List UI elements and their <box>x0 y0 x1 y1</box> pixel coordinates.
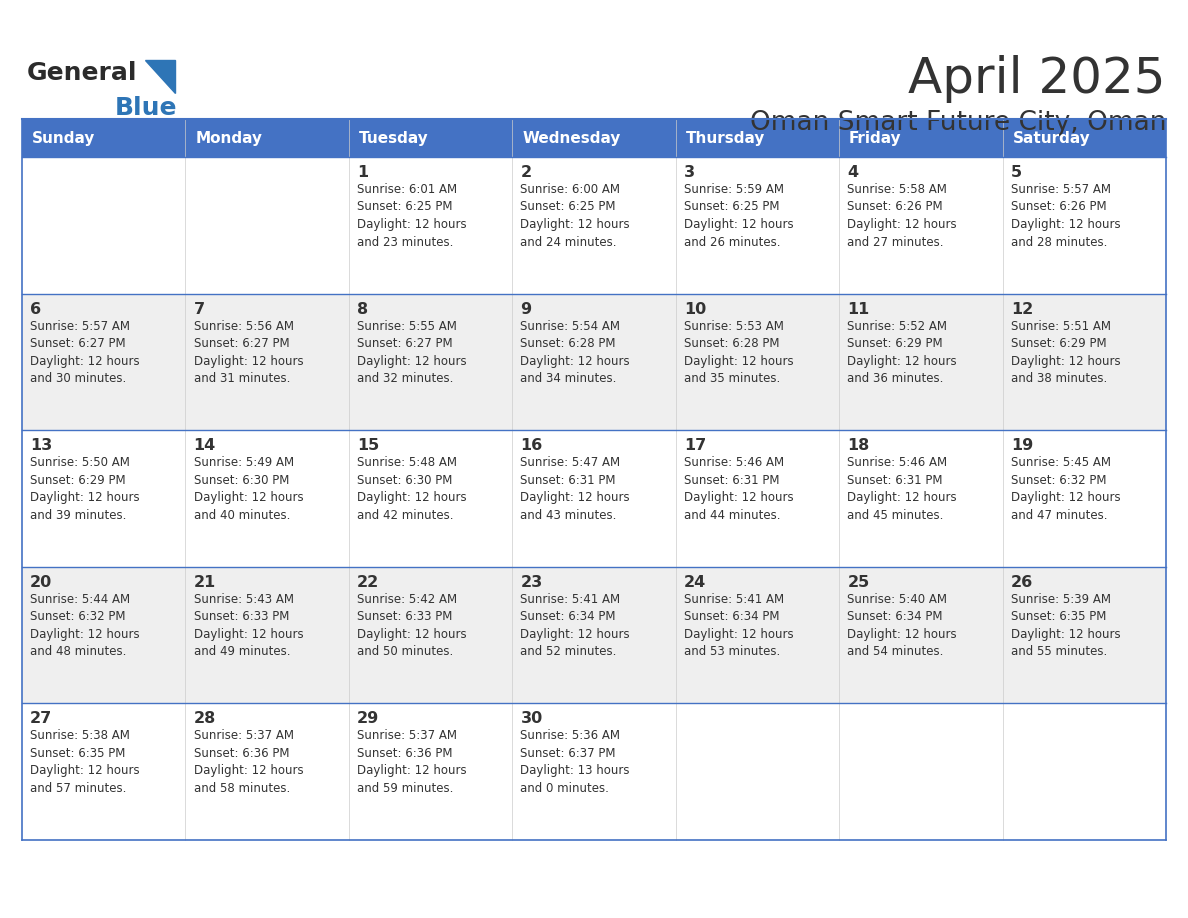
Text: Sunrise: 5:47 AM
Sunset: 6:31 PM
Daylight: 12 hours
and 43 minutes.: Sunrise: 5:47 AM Sunset: 6:31 PM Dayligh… <box>520 456 630 521</box>
Bar <box>23 431 1165 566</box>
Text: Sunrise: 5:56 AM
Sunset: 6:27 PM
Daylight: 12 hours
and 31 minutes.: Sunrise: 5:56 AM Sunset: 6:27 PM Dayligh… <box>194 319 303 385</box>
Text: Sunrise: 5:50 AM
Sunset: 6:29 PM
Daylight: 12 hours
and 39 minutes.: Sunrise: 5:50 AM Sunset: 6:29 PM Dayligh… <box>30 456 140 521</box>
Text: 14: 14 <box>194 438 216 453</box>
Bar <box>1003 119 1165 157</box>
Bar <box>23 566 1165 703</box>
Text: 1: 1 <box>358 165 368 180</box>
Bar <box>185 119 349 157</box>
Bar <box>839 119 1003 157</box>
Text: 24: 24 <box>684 575 706 589</box>
Text: Sunrise: 6:01 AM
Sunset: 6:25 PM
Daylight: 12 hours
and 23 minutes.: Sunrise: 6:01 AM Sunset: 6:25 PM Dayligh… <box>358 183 467 249</box>
Text: Sunrise: 5:41 AM
Sunset: 6:34 PM
Daylight: 12 hours
and 53 minutes.: Sunrise: 5:41 AM Sunset: 6:34 PM Dayligh… <box>684 593 794 658</box>
Text: 16: 16 <box>520 438 543 453</box>
Text: General: General <box>27 61 138 85</box>
Polygon shape <box>145 60 175 93</box>
Text: Sunrise: 5:38 AM
Sunset: 6:35 PM
Daylight: 12 hours
and 57 minutes.: Sunrise: 5:38 AM Sunset: 6:35 PM Dayligh… <box>30 730 140 795</box>
Text: Sunrise: 5:59 AM
Sunset: 6:25 PM
Daylight: 12 hours
and 26 minutes.: Sunrise: 5:59 AM Sunset: 6:25 PM Dayligh… <box>684 183 794 249</box>
Text: 23: 23 <box>520 575 543 589</box>
Bar <box>676 119 839 157</box>
Text: Sunrise: 5:54 AM
Sunset: 6:28 PM
Daylight: 12 hours
and 34 minutes.: Sunrise: 5:54 AM Sunset: 6:28 PM Dayligh… <box>520 319 630 385</box>
Text: Sunrise: 5:46 AM
Sunset: 6:31 PM
Daylight: 12 hours
and 45 minutes.: Sunrise: 5:46 AM Sunset: 6:31 PM Dayligh… <box>847 456 958 521</box>
Text: Sunrise: 5:37 AM
Sunset: 6:36 PM
Daylight: 12 hours
and 58 minutes.: Sunrise: 5:37 AM Sunset: 6:36 PM Dayligh… <box>194 730 303 795</box>
Text: 18: 18 <box>847 438 870 453</box>
Text: 10: 10 <box>684 302 706 317</box>
Text: Sunrise: 5:48 AM
Sunset: 6:30 PM
Daylight: 12 hours
and 42 minutes.: Sunrise: 5:48 AM Sunset: 6:30 PM Dayligh… <box>358 456 467 521</box>
Text: Sunrise: 5:40 AM
Sunset: 6:34 PM
Daylight: 12 hours
and 54 minutes.: Sunrise: 5:40 AM Sunset: 6:34 PM Dayligh… <box>847 593 958 658</box>
Text: Sunrise: 5:51 AM
Sunset: 6:29 PM
Daylight: 12 hours
and 38 minutes.: Sunrise: 5:51 AM Sunset: 6:29 PM Dayligh… <box>1011 319 1120 385</box>
Bar <box>23 703 1165 840</box>
Text: 13: 13 <box>30 438 52 453</box>
Text: Monday: Monday <box>195 130 263 145</box>
Text: 11: 11 <box>847 302 870 317</box>
Bar <box>23 294 1165 431</box>
Text: Sunrise: 5:39 AM
Sunset: 6:35 PM
Daylight: 12 hours
and 55 minutes.: Sunrise: 5:39 AM Sunset: 6:35 PM Dayligh… <box>1011 593 1120 658</box>
Text: 28: 28 <box>194 711 216 726</box>
Text: 2: 2 <box>520 165 531 180</box>
Bar <box>349 119 512 157</box>
Text: 26: 26 <box>1011 575 1034 589</box>
Text: 8: 8 <box>358 302 368 317</box>
Text: Sunrise: 5:42 AM
Sunset: 6:33 PM
Daylight: 12 hours
and 50 minutes.: Sunrise: 5:42 AM Sunset: 6:33 PM Dayligh… <box>358 593 467 658</box>
Text: Sunrise: 5:43 AM
Sunset: 6:33 PM
Daylight: 12 hours
and 49 minutes.: Sunrise: 5:43 AM Sunset: 6:33 PM Dayligh… <box>194 593 303 658</box>
Text: Sunrise: 5:55 AM
Sunset: 6:27 PM
Daylight: 12 hours
and 32 minutes.: Sunrise: 5:55 AM Sunset: 6:27 PM Dayligh… <box>358 319 467 385</box>
Bar <box>23 157 1165 294</box>
Text: 5: 5 <box>1011 165 1022 180</box>
Text: Saturday: Saturday <box>1012 130 1091 145</box>
Text: 7: 7 <box>194 302 204 317</box>
Text: Friday: Friday <box>849 130 902 145</box>
Text: Sunday: Sunday <box>32 130 95 145</box>
Text: 27: 27 <box>30 711 52 726</box>
Text: Wednesday: Wednesday <box>522 130 620 145</box>
Text: Sunrise: 5:46 AM
Sunset: 6:31 PM
Daylight: 12 hours
and 44 minutes.: Sunrise: 5:46 AM Sunset: 6:31 PM Dayligh… <box>684 456 794 521</box>
Text: 22: 22 <box>358 575 379 589</box>
Text: Sunrise: 5:57 AM
Sunset: 6:27 PM
Daylight: 12 hours
and 30 minutes.: Sunrise: 5:57 AM Sunset: 6:27 PM Dayligh… <box>30 319 140 385</box>
Text: 21: 21 <box>194 575 216 589</box>
Bar <box>512 119 676 157</box>
Text: 4: 4 <box>847 165 859 180</box>
Text: 20: 20 <box>30 575 52 589</box>
Text: Sunrise: 5:52 AM
Sunset: 6:29 PM
Daylight: 12 hours
and 36 minutes.: Sunrise: 5:52 AM Sunset: 6:29 PM Dayligh… <box>847 319 958 385</box>
Text: 19: 19 <box>1011 438 1034 453</box>
Text: 9: 9 <box>520 302 531 317</box>
Text: Sunrise: 6:00 AM
Sunset: 6:25 PM
Daylight: 12 hours
and 24 minutes.: Sunrise: 6:00 AM Sunset: 6:25 PM Dayligh… <box>520 183 630 249</box>
Text: Sunrise: 5:44 AM
Sunset: 6:32 PM
Daylight: 12 hours
and 48 minutes.: Sunrise: 5:44 AM Sunset: 6:32 PM Dayligh… <box>30 593 140 658</box>
Text: Sunrise: 5:53 AM
Sunset: 6:28 PM
Daylight: 12 hours
and 35 minutes.: Sunrise: 5:53 AM Sunset: 6:28 PM Dayligh… <box>684 319 794 385</box>
Text: Sunrise: 5:41 AM
Sunset: 6:34 PM
Daylight: 12 hours
and 52 minutes.: Sunrise: 5:41 AM Sunset: 6:34 PM Dayligh… <box>520 593 630 658</box>
Text: Sunrise: 5:49 AM
Sunset: 6:30 PM
Daylight: 12 hours
and 40 minutes.: Sunrise: 5:49 AM Sunset: 6:30 PM Dayligh… <box>194 456 303 521</box>
Text: 15: 15 <box>358 438 379 453</box>
Bar <box>23 119 185 157</box>
Text: Oman Smart Future City, Oman: Oman Smart Future City, Oman <box>750 110 1165 136</box>
Text: Tuesday: Tuesday <box>359 130 429 145</box>
Text: 30: 30 <box>520 711 543 726</box>
Text: 25: 25 <box>847 575 870 589</box>
Text: Thursday: Thursday <box>685 130 765 145</box>
Text: 29: 29 <box>358 711 379 726</box>
Text: April 2025: April 2025 <box>909 55 1165 103</box>
Text: Sunrise: 5:37 AM
Sunset: 6:36 PM
Daylight: 12 hours
and 59 minutes.: Sunrise: 5:37 AM Sunset: 6:36 PM Dayligh… <box>358 730 467 795</box>
Text: 12: 12 <box>1011 302 1034 317</box>
Text: Sunrise: 5:57 AM
Sunset: 6:26 PM
Daylight: 12 hours
and 28 minutes.: Sunrise: 5:57 AM Sunset: 6:26 PM Dayligh… <box>1011 183 1120 249</box>
Text: Blue: Blue <box>115 96 177 120</box>
Text: Sunrise: 5:58 AM
Sunset: 6:26 PM
Daylight: 12 hours
and 27 minutes.: Sunrise: 5:58 AM Sunset: 6:26 PM Dayligh… <box>847 183 958 249</box>
Text: Sunrise: 5:45 AM
Sunset: 6:32 PM
Daylight: 12 hours
and 47 minutes.: Sunrise: 5:45 AM Sunset: 6:32 PM Dayligh… <box>1011 456 1120 521</box>
Text: 17: 17 <box>684 438 706 453</box>
Text: Sunrise: 5:36 AM
Sunset: 6:37 PM
Daylight: 13 hours
and 0 minutes.: Sunrise: 5:36 AM Sunset: 6:37 PM Dayligh… <box>520 730 630 795</box>
Text: 3: 3 <box>684 165 695 180</box>
Text: 6: 6 <box>30 302 42 317</box>
